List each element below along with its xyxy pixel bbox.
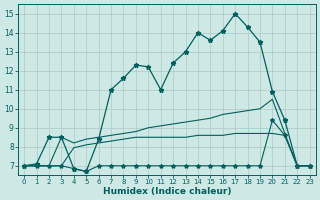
X-axis label: Humidex (Indice chaleur): Humidex (Indice chaleur) xyxy=(103,187,231,196)
